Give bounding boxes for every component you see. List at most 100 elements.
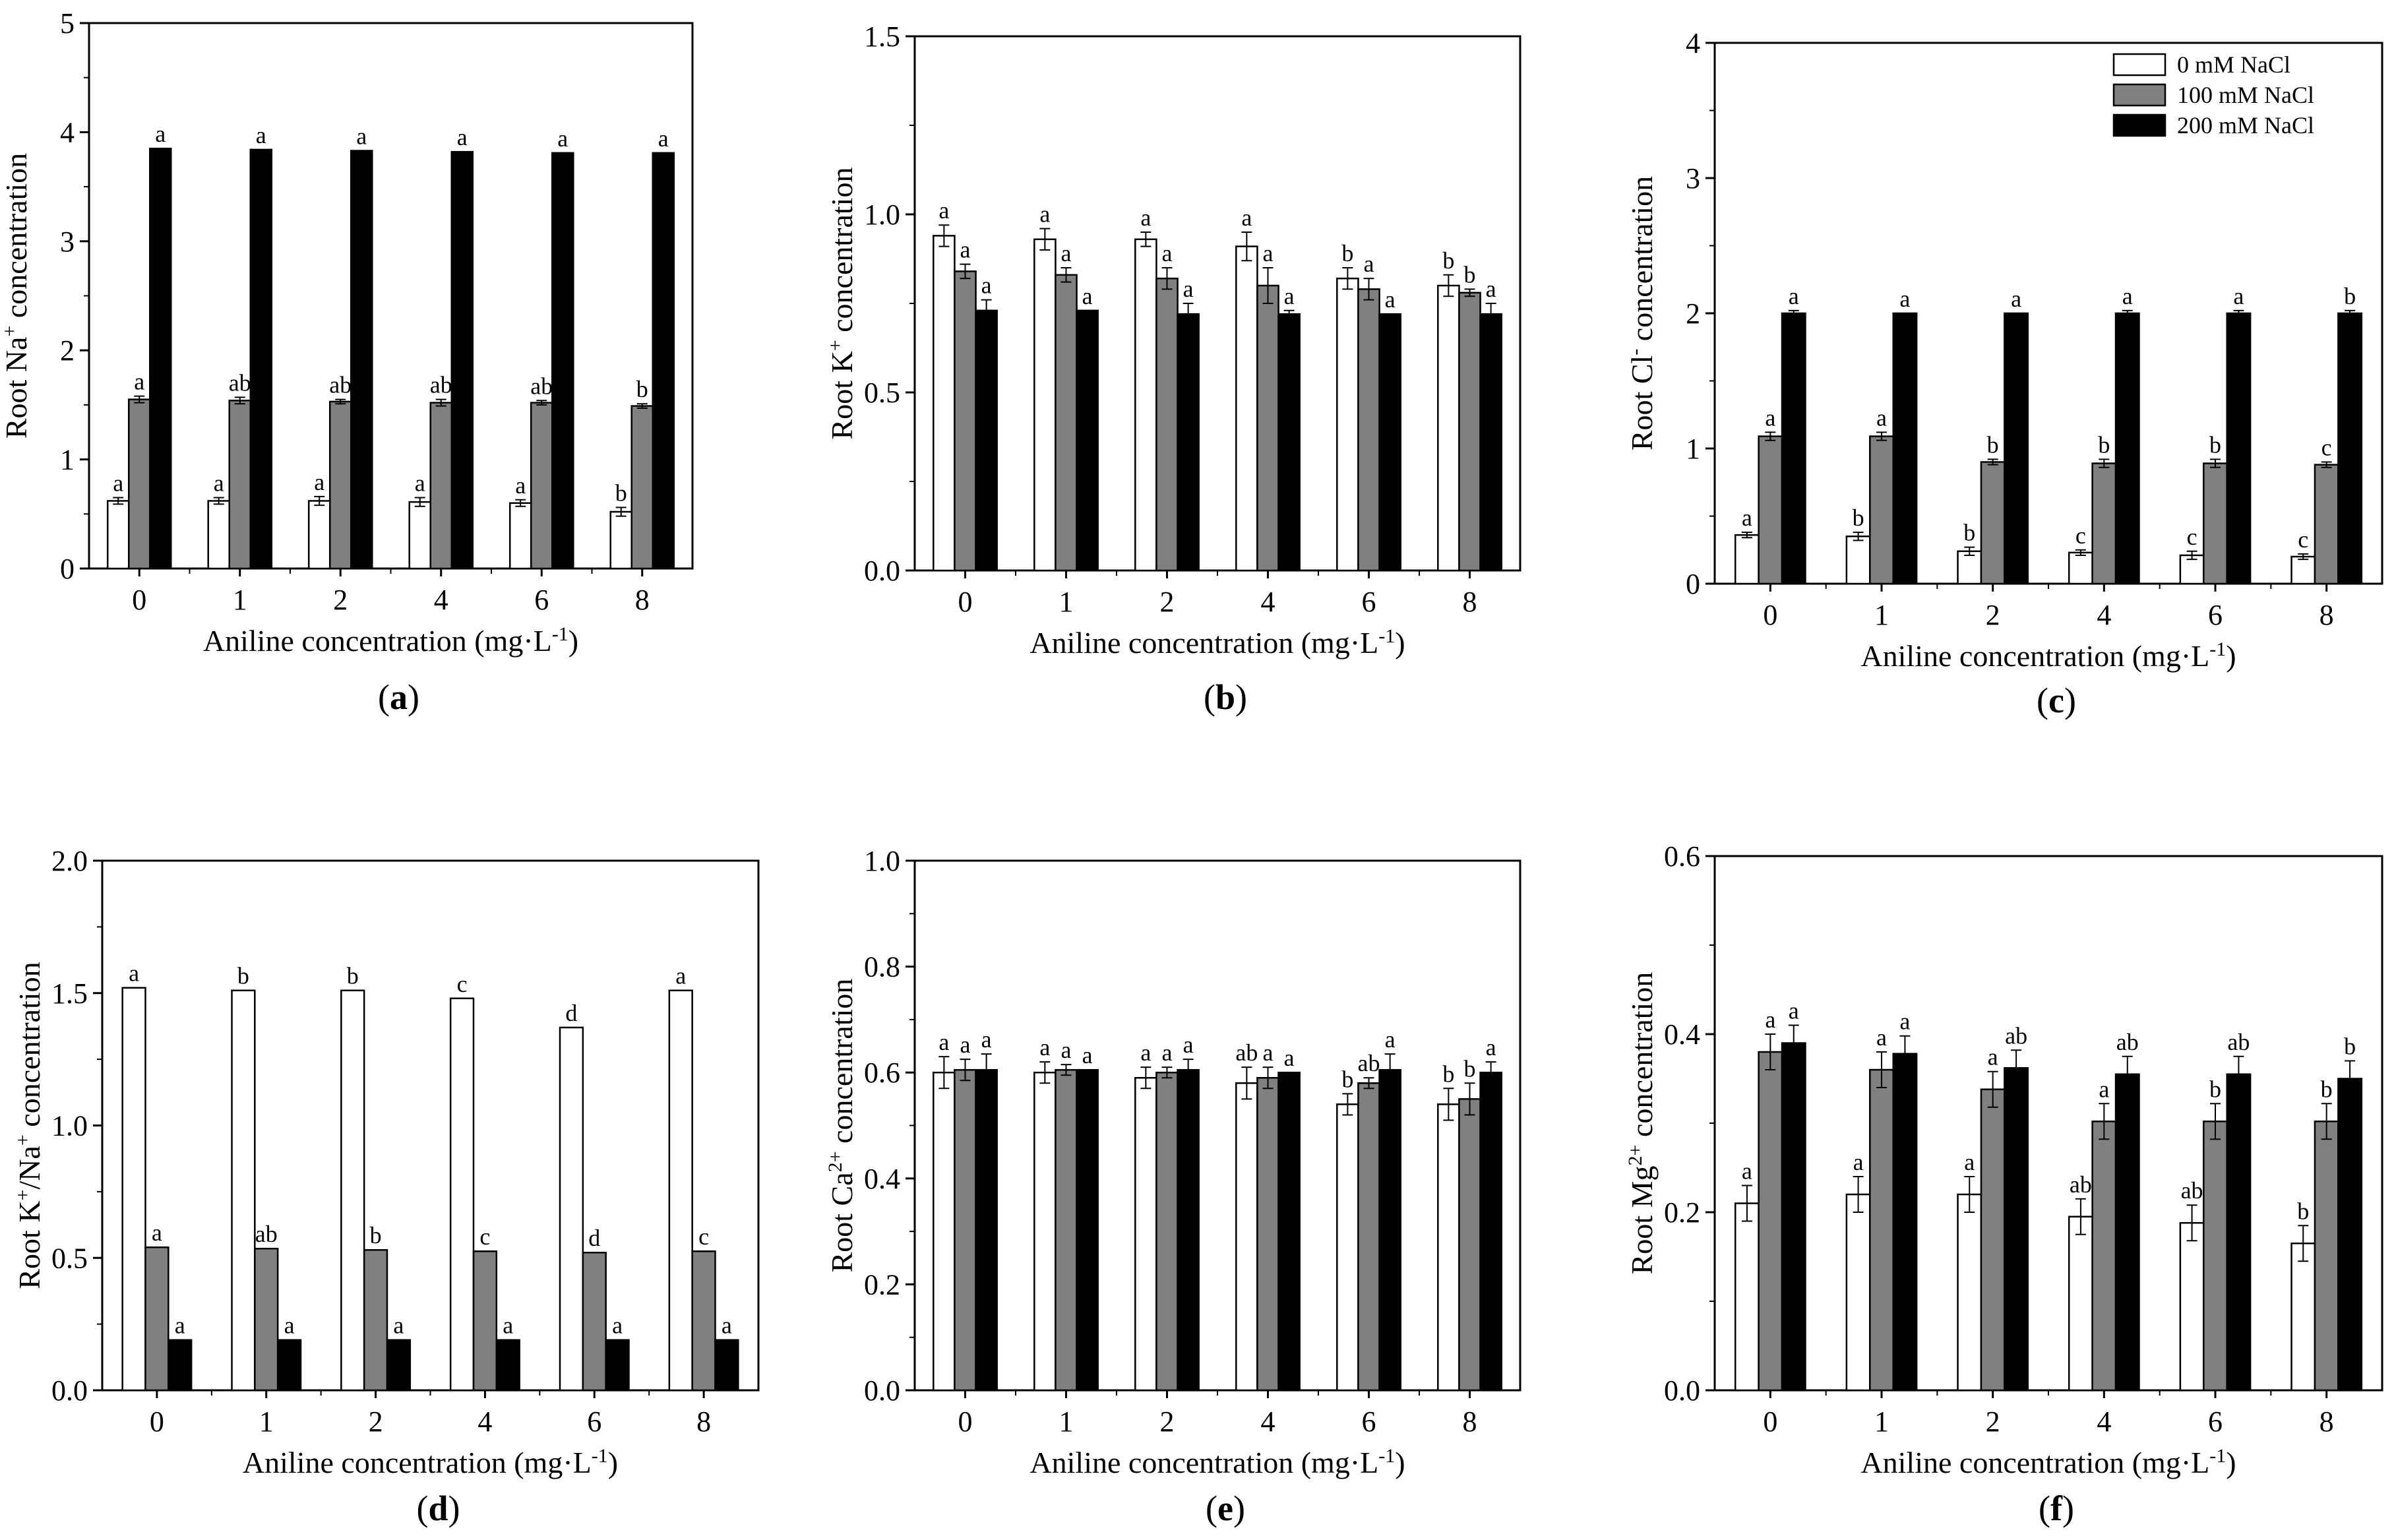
y-axis-title: Root Na+ concentration bbox=[0, 153, 33, 439]
bar bbox=[1781, 1042, 1806, 1392]
y-tick-label: 3 bbox=[60, 226, 75, 258]
x-axis-title: Aniline concentration (mg·L-1) bbox=[1860, 1445, 2236, 1480]
bar bbox=[249, 148, 273, 570]
significance-letter: a bbox=[1876, 1024, 1887, 1051]
bar bbox=[207, 500, 230, 570]
y-tick-label: 0 bbox=[1686, 568, 1700, 600]
bar bbox=[1458, 292, 1481, 572]
significance-letter: a bbox=[1988, 1044, 1998, 1070]
chart-panel: 0 1 2 3 4 Root Cl- concentration 0 1 2 4 6 8 Aniline… bbox=[1624, 27, 2383, 720]
significance-letter: ab bbox=[2181, 1177, 2203, 1204]
bar bbox=[1076, 1068, 1099, 1392]
bar bbox=[429, 402, 453, 570]
bar bbox=[2114, 1073, 2140, 1392]
bar bbox=[307, 500, 331, 570]
significance-letter: b bbox=[2098, 431, 2110, 458]
bar bbox=[1458, 1098, 1481, 1392]
x-tick-label: 1 bbox=[1874, 1405, 1889, 1438]
significance-letter: b bbox=[370, 1222, 382, 1248]
bar bbox=[1357, 288, 1380, 572]
x-tick-label: 2 bbox=[1986, 599, 2000, 631]
bar bbox=[1781, 312, 1806, 585]
y-tick-label: 2.0 bbox=[51, 845, 88, 877]
significance-letter: a bbox=[256, 122, 266, 148]
y-tick-label: 1.5 bbox=[51, 977, 88, 1010]
significance-letter: a bbox=[612, 1312, 623, 1339]
significance-letter: a bbox=[1364, 251, 1374, 277]
significance-letter: a bbox=[1876, 404, 1887, 431]
y-tick-label: 0 bbox=[60, 553, 75, 585]
x-tick-label: 1 bbox=[1874, 599, 1889, 631]
significance-letter: a bbox=[1183, 276, 1194, 302]
x-tick-label: 2 bbox=[1160, 586, 1175, 618]
bar bbox=[449, 997, 475, 1392]
bar bbox=[551, 152, 574, 570]
y-tick-label: 4 bbox=[1686, 27, 1700, 59]
significance-letter: a bbox=[113, 470, 123, 496]
significance-letter: a bbox=[1082, 283, 1093, 309]
y-tick-label: 1 bbox=[60, 444, 75, 476]
significance-letter: a bbox=[515, 472, 526, 499]
bar bbox=[1076, 309, 1099, 572]
bar bbox=[933, 235, 956, 572]
bar bbox=[328, 400, 352, 570]
bar bbox=[1336, 1103, 1359, 1392]
y-tick-label: 0.8 bbox=[864, 951, 900, 983]
x-tick-label: 0 bbox=[958, 1405, 973, 1438]
x-tick-label: 4 bbox=[2097, 1405, 2111, 1438]
bar bbox=[2004, 312, 2029, 585]
significance-letter: b bbox=[2209, 1076, 2221, 1102]
y-tick-label: 2 bbox=[60, 334, 75, 367]
significance-letter: a bbox=[1284, 283, 1295, 309]
bar bbox=[1869, 435, 1894, 585]
x-axis-title: Aniline concentration (mg·L-1) bbox=[1860, 638, 2236, 673]
significance-letter: a bbox=[284, 1312, 295, 1339]
significance-letter: a bbox=[1385, 1026, 1396, 1053]
bar bbox=[121, 987, 146, 1392]
significance-letter: d bbox=[565, 1000, 577, 1026]
bar bbox=[1277, 313, 1301, 572]
significance-letter: ab bbox=[329, 372, 352, 398]
y-tick-label: 0.0 bbox=[51, 1374, 88, 1407]
bar bbox=[1437, 284, 1460, 572]
x-tick-label: 2 bbox=[1986, 1405, 2000, 1438]
bar bbox=[1378, 1068, 1401, 1392]
y-tick-label: 0.4 bbox=[864, 1163, 900, 1195]
bar bbox=[2314, 1121, 2339, 1392]
bar bbox=[386, 1339, 412, 1392]
significance-letter: a bbox=[1039, 1034, 1050, 1061]
bar bbox=[106, 500, 130, 570]
x-tick-label: 2 bbox=[1160, 1405, 1175, 1438]
significance-letter: a bbox=[1162, 240, 1173, 266]
x-tick-label: 4 bbox=[434, 584, 448, 616]
legend-label: 100 mM NaCl bbox=[2177, 82, 2314, 108]
chart-panel: 0 1 2 3 4 5 Root Na+ concentration 0 1 2 4 6 8 Anilin… bbox=[0, 7, 694, 717]
y-axis-title: Root Mg2+ concentration bbox=[1624, 972, 1659, 1275]
legend-swatch bbox=[2112, 53, 2166, 77]
bar bbox=[144, 1246, 169, 1392]
x-tick-label: 0 bbox=[1763, 1405, 1777, 1438]
significance-letter: ab bbox=[1358, 1050, 1380, 1076]
significance-letter: a bbox=[2122, 283, 2133, 309]
bar bbox=[1357, 1082, 1380, 1392]
significance-letter: a bbox=[557, 125, 568, 152]
x-tick-label: 0 bbox=[1763, 599, 1777, 631]
plot-frame bbox=[913, 859, 1521, 1392]
significance-letter: a bbox=[2099, 1076, 2109, 1102]
y-tick-label: 0.0 bbox=[1664, 1374, 1700, 1407]
bar bbox=[2091, 462, 2117, 585]
y-tick-label: 0.6 bbox=[1664, 840, 1700, 873]
significance-letter: a bbox=[938, 197, 949, 224]
significance-letter: a bbox=[1964, 1149, 1975, 1175]
bar bbox=[228, 400, 252, 570]
x-axis-title: Aniline concentration (mg·L-1) bbox=[203, 623, 578, 658]
legend-label: 200 mM NaCl bbox=[2177, 112, 2314, 139]
y-tick-label: 0.2 bbox=[1664, 1196, 1700, 1229]
chart-panel: 0.0 0.5 1.0 1.5 2.0 Root K+/Na+ concentration… bbox=[12, 845, 760, 1528]
bar bbox=[1957, 550, 1982, 585]
bar bbox=[1134, 238, 1157, 572]
y-tick-label: 1.0 bbox=[51, 1110, 88, 1142]
bar bbox=[714, 1339, 739, 1392]
significance-letter: b bbox=[2209, 431, 2221, 458]
